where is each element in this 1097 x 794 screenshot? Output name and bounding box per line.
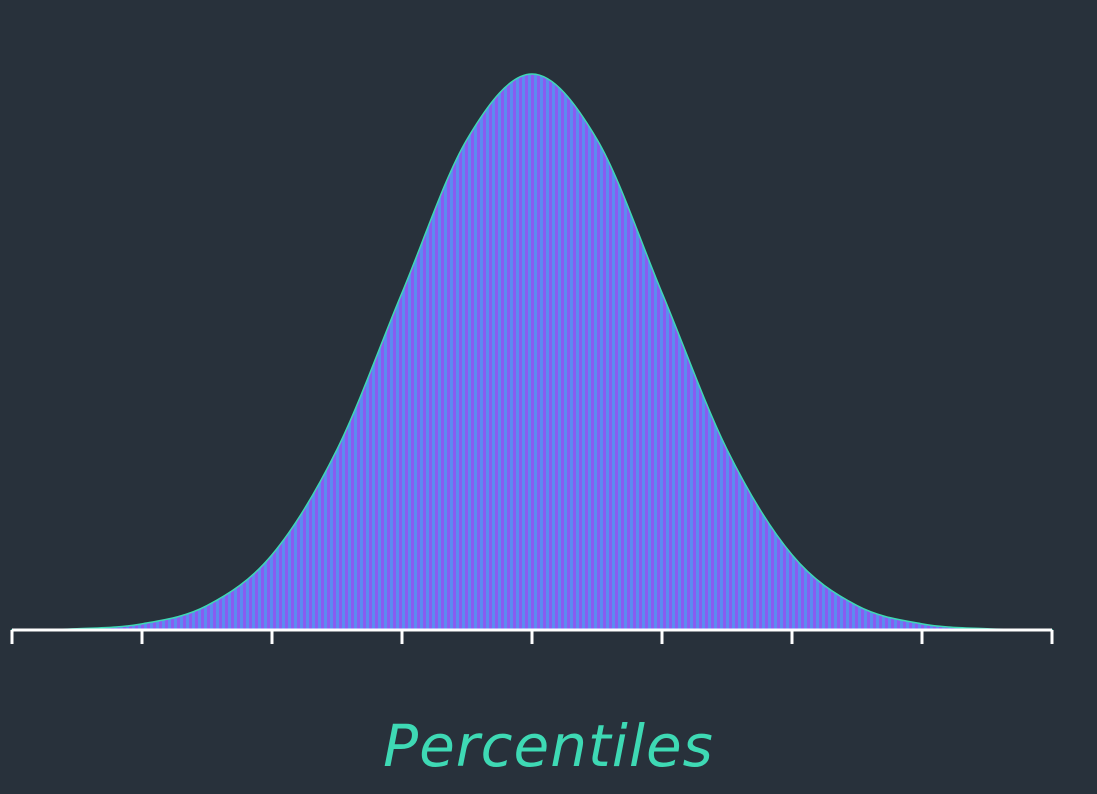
- x-axis-label: Percentiles: [383, 712, 714, 780]
- bell-curve-area: [11, 73, 1053, 631]
